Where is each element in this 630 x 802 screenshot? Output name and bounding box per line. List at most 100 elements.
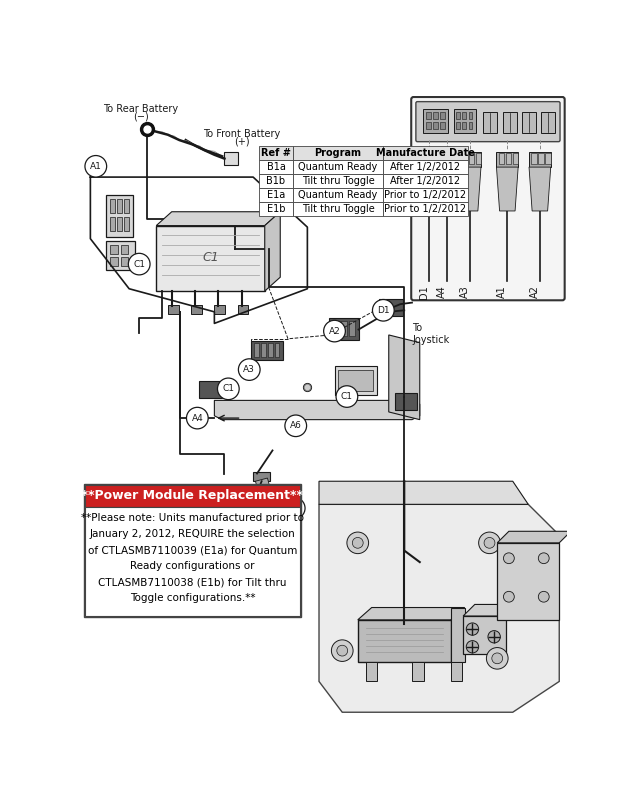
Polygon shape	[496, 167, 518, 211]
Bar	[513, 153, 518, 164]
Bar	[268, 343, 273, 357]
Circle shape	[331, 640, 353, 662]
Text: C1: C1	[133, 260, 145, 269]
Text: E1b: E1b	[266, 204, 285, 213]
Text: A6: A6	[290, 421, 302, 431]
Text: **Please note: Units manufactured prior to: **Please note: Units manufactured prior …	[81, 513, 304, 523]
Bar	[469, 112, 472, 119]
Bar	[476, 153, 481, 164]
Circle shape	[486, 647, 508, 669]
Text: A4: A4	[437, 286, 447, 298]
Bar	[433, 112, 438, 119]
Circle shape	[484, 537, 495, 549]
Text: To
Joystick: To Joystick	[412, 323, 449, 345]
Circle shape	[285, 415, 307, 436]
Bar	[379, 299, 403, 316]
Bar	[358, 620, 450, 662]
Text: A1: A1	[90, 162, 101, 171]
Bar	[454, 108, 476, 133]
Bar	[335, 366, 377, 395]
Bar	[294, 146, 382, 160]
Circle shape	[488, 630, 500, 643]
Bar	[168, 305, 179, 314]
Bar	[456, 112, 460, 119]
Bar	[85, 507, 301, 616]
Text: ***Power Module Replacement***: ***Power Module Replacement***	[76, 489, 310, 502]
Text: A2: A2	[530, 286, 540, 298]
Bar	[294, 160, 382, 174]
Bar	[469, 153, 474, 164]
Bar	[294, 202, 382, 216]
Text: Quantum Ready: Quantum Ready	[299, 190, 377, 200]
Text: Tilt thru Toggle: Tilt thru Toggle	[302, 204, 374, 213]
Circle shape	[466, 641, 479, 653]
Circle shape	[324, 320, 345, 342]
Bar	[469, 123, 472, 129]
Bar	[258, 202, 294, 216]
Text: Ready configurations or: Ready configurations or	[130, 561, 255, 571]
Bar	[541, 111, 556, 133]
Circle shape	[492, 653, 503, 664]
Text: A3: A3	[243, 365, 255, 374]
Bar	[224, 152, 238, 164]
Text: After 1/2/2012: After 1/2/2012	[390, 176, 461, 186]
Bar	[450, 662, 462, 682]
Polygon shape	[214, 400, 420, 419]
Bar	[156, 225, 265, 291]
Text: A4: A4	[192, 414, 203, 423]
Bar	[117, 217, 122, 231]
Bar	[365, 662, 377, 682]
Circle shape	[238, 358, 260, 380]
Bar	[329, 318, 358, 339]
Text: C1: C1	[222, 384, 234, 393]
Bar	[382, 146, 468, 160]
Bar	[382, 202, 468, 216]
Bar	[531, 153, 537, 164]
Bar	[110, 245, 118, 254]
Text: Program: Program	[314, 148, 362, 158]
Bar	[426, 123, 432, 129]
Bar	[84, 484, 301, 617]
Bar	[463, 616, 506, 654]
Bar	[423, 108, 448, 133]
Circle shape	[479, 532, 500, 553]
Bar	[338, 370, 373, 391]
Circle shape	[186, 407, 208, 429]
Text: Quantum Ready: Quantum Ready	[299, 162, 377, 172]
Circle shape	[503, 591, 514, 602]
Bar	[110, 199, 115, 213]
Bar	[258, 146, 294, 160]
Text: A5: A5	[289, 504, 300, 512]
Bar	[433, 123, 438, 129]
Bar	[106, 241, 135, 270]
Bar	[382, 174, 468, 188]
Polygon shape	[463, 605, 517, 616]
Bar	[261, 343, 265, 357]
Text: Prior to 1/2/2012: Prior to 1/2/2012	[384, 204, 466, 213]
Text: A2: A2	[329, 326, 340, 335]
Bar	[529, 152, 551, 167]
Bar	[120, 257, 129, 266]
Circle shape	[466, 623, 479, 635]
Text: of CTLASMB7110039 (E1a) for Quantum: of CTLASMB7110039 (E1a) for Quantum	[88, 545, 297, 555]
Bar	[483, 111, 497, 133]
Bar	[258, 174, 294, 188]
Bar	[499, 153, 504, 164]
Text: B1b: B1b	[266, 176, 285, 186]
Text: Toggle configurations.**: Toggle configurations.**	[130, 593, 255, 603]
Bar	[450, 167, 457, 176]
Text: Ref #: Ref #	[261, 148, 291, 158]
Text: (+): (+)	[234, 136, 249, 146]
Circle shape	[372, 299, 394, 321]
Circle shape	[336, 386, 358, 407]
Bar	[423, 157, 435, 188]
Circle shape	[503, 553, 514, 564]
Text: To Front Battery: To Front Battery	[203, 128, 280, 139]
Text: A1: A1	[497, 286, 507, 298]
Text: Tilt thru Toggle: Tilt thru Toggle	[302, 176, 374, 186]
Text: To Rear Battery: To Rear Battery	[103, 104, 178, 114]
Bar	[341, 321, 347, 337]
Polygon shape	[319, 481, 528, 504]
Text: C1: C1	[341, 392, 353, 401]
Text: Prior to 1/2/2012: Prior to 1/2/2012	[384, 190, 466, 200]
